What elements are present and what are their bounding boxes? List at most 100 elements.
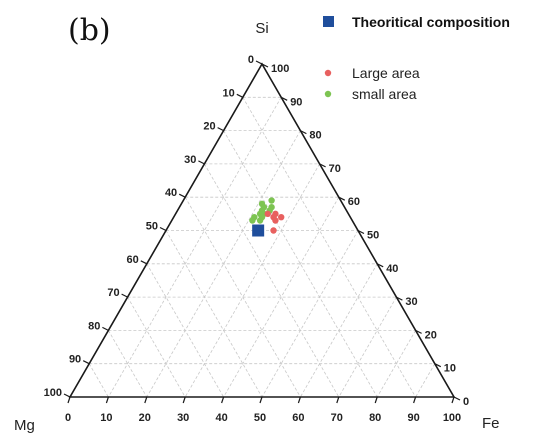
tick-label-si: 10 — [444, 363, 456, 375]
data-points — [249, 197, 285, 237]
tick-mark-si — [376, 263, 384, 268]
tick-label-fe: 0 — [65, 412, 71, 424]
tick-label-si: 80 — [309, 130, 321, 142]
tick-mark-fe — [182, 396, 186, 404]
tick-label-si: 100 — [271, 63, 289, 75]
tick-label-si: 0 — [463, 396, 469, 408]
vertex-label-fe: Fe — [482, 415, 500, 432]
tick-label-mg: 0 — [248, 54, 254, 66]
point-small-area — [249, 217, 256, 224]
tick-mark-si — [415, 329, 422, 334]
point-small-area — [268, 197, 275, 204]
tick-label-fe: 20 — [139, 412, 151, 424]
axis-ticks: 0 0 0 10 10 10 20 20 20 30 30 30 40 40 40 50 50 50 60 60 60 7… — [44, 54, 469, 424]
grid-line-fe — [415, 363, 436, 398]
tick-mark-mg — [159, 226, 167, 232]
tick-label-mg: 70 — [107, 287, 119, 299]
point-small-area — [256, 217, 264, 224]
grid-line-fe — [376, 330, 416, 398]
tick-label-mg: 20 — [203, 121, 215, 133]
tick-mark-si — [319, 163, 326, 168]
tick-mark-mg — [255, 60, 263, 65]
tick-label-si: 50 — [367, 230, 379, 242]
tick-mark-fe — [336, 396, 340, 404]
tick-mark-mg — [217, 127, 224, 132]
grid-line-fe — [184, 163, 320, 398]
legend-marker-large-area — [324, 69, 332, 77]
tick-label-mg: 40 — [165, 187, 177, 199]
tick-mark-fe — [413, 396, 417, 404]
tick-mark-si — [357, 229, 365, 235]
vertex-label-mg: Mg — [14, 417, 35, 434]
tick-label-si: 20 — [425, 329, 437, 341]
grid-line-fe — [108, 97, 282, 398]
tick-label-mg: 10 — [223, 87, 235, 99]
tick-label-mg: 90 — [69, 354, 81, 366]
grid-line-fe — [338, 296, 397, 398]
tick-mark-fe — [451, 396, 455, 404]
tick-mark-si — [434, 363, 442, 368]
tick-label-mg: 50 — [146, 221, 158, 233]
tick-label-si: 40 — [386, 263, 398, 275]
grid-line-mg — [223, 130, 378, 398]
tick-mark-mg — [198, 160, 205, 165]
tick-label-mg: 60 — [127, 254, 139, 266]
tick-label-si: 60 — [348, 196, 360, 208]
tick-mark-mg — [82, 360, 90, 365]
grid-line-fe — [300, 263, 378, 398]
tick-mark-fe — [67, 396, 71, 404]
panel-label: (b) — [68, 13, 111, 48]
tick-label-mg: 30 — [184, 154, 196, 166]
tick-label-si: 30 — [405, 296, 417, 308]
tick-label-fe: 50 — [254, 412, 266, 424]
tick-mark-mg — [63, 393, 71, 398]
grid-line-mg — [146, 263, 224, 398]
tick-mark-mg — [178, 193, 186, 198]
tick-mark-si — [338, 196, 346, 201]
tick-mark-si — [261, 63, 269, 68]
grid-line-mg — [242, 97, 416, 398]
legend-label-large-area: Large area — [352, 65, 420, 81]
tick-mark-si — [280, 96, 288, 101]
tick-mark-mg — [140, 260, 148, 265]
grid-line-mg — [184, 197, 301, 398]
tick-mark-mg — [102, 326, 109, 331]
grid-line-fe — [223, 197, 340, 398]
tick-label-mg: 100 — [44, 387, 62, 399]
tick-label-fe: 10 — [100, 412, 112, 424]
tick-mark-mg — [236, 93, 244, 98]
tick-mark-fe — [374, 396, 378, 404]
tick-mark-si — [300, 130, 307, 135]
tick-label-si: 70 — [329, 163, 341, 175]
tick-label-fe: 100 — [443, 412, 461, 424]
tick-label-fe: 60 — [292, 412, 304, 424]
legend-marker-theoretical — [323, 16, 334, 27]
tick-mark-si — [396, 296, 403, 301]
tick-mark-fe — [105, 396, 109, 404]
tick-label-si: 90 — [290, 96, 302, 108]
grid-line-mg — [127, 296, 186, 398]
legend-label-theoretical: Theoritical composition — [352, 14, 510, 30]
grid-line-mg — [88, 363, 109, 398]
tick-mark-si — [453, 396, 461, 401]
grid-line-mg — [108, 330, 148, 398]
point-large-area — [278, 213, 285, 221]
tick-label-fe: 90 — [407, 412, 419, 424]
legend-marker-small-area — [324, 90, 332, 98]
tick-label-mg: 80 — [88, 320, 100, 332]
tick-label-fe: 30 — [177, 412, 189, 424]
tick-label-fe: 40 — [215, 412, 227, 424]
vertex-label-si: Si — [255, 20, 268, 37]
tick-mark-fe — [221, 396, 225, 404]
grid-line-mg — [165, 230, 263, 398]
tick-label-fe: 80 — [369, 412, 381, 424]
tick-mark-fe — [259, 396, 263, 404]
tick-mark-fe — [297, 396, 301, 404]
grid — [88, 96, 436, 398]
tick-mark-mg — [121, 293, 128, 298]
point-large-area — [264, 210, 271, 218]
grid-line-fe — [146, 130, 301, 398]
point-large-area — [272, 217, 279, 224]
grid-line-fe — [261, 230, 359, 398]
